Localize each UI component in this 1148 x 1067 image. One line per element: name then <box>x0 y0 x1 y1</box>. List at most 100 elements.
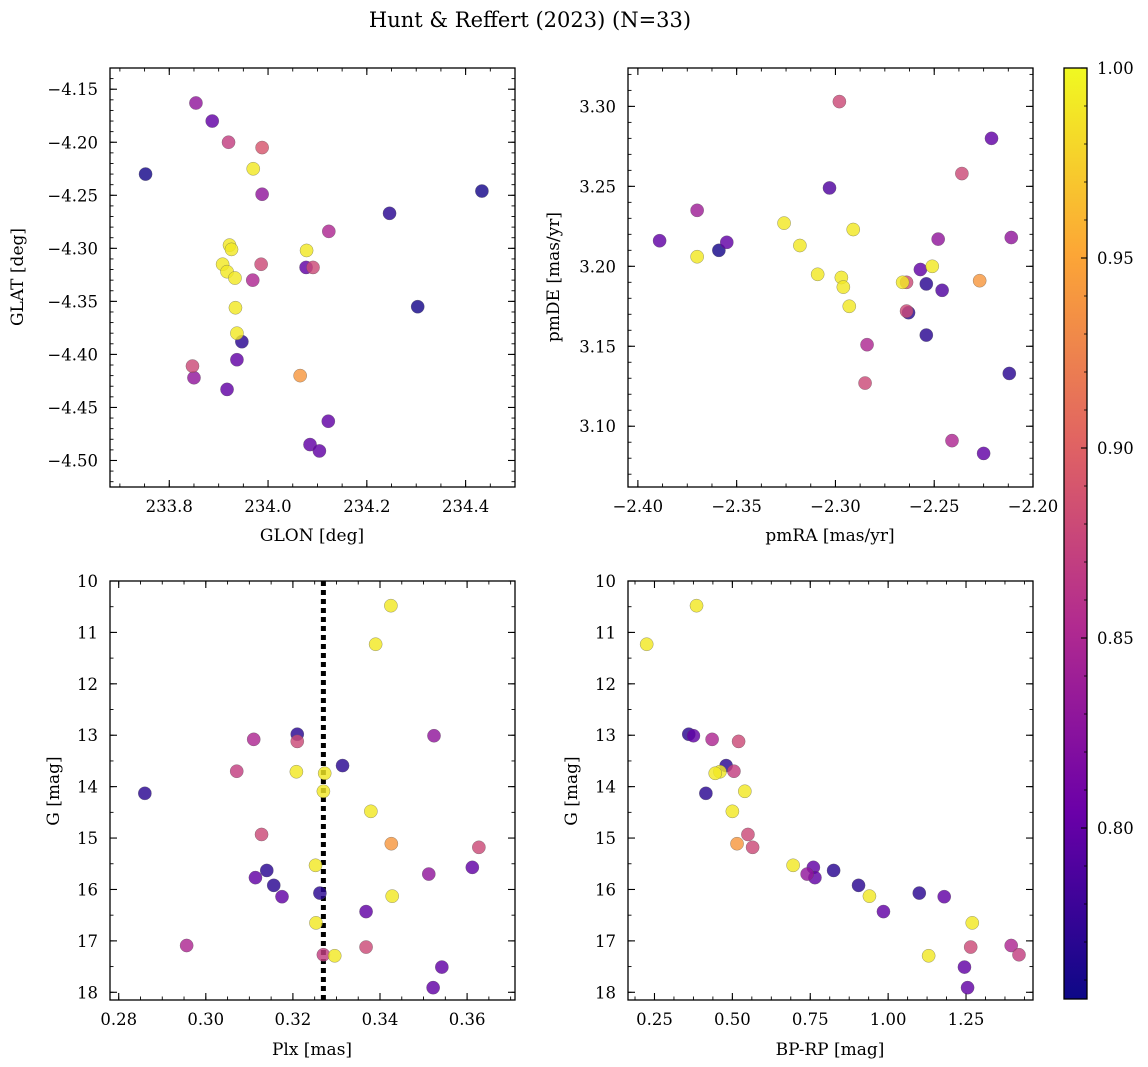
point-plx <box>385 889 400 903</box>
ticks-pm: −2.40 −2.35 −2.30 −2.25 −2.20 3.10 3.15 3.20 3.2… <box>579 68 1058 516</box>
ytick-label-plx: 15 <box>77 829 98 848</box>
point-cmd <box>686 728 701 743</box>
colorbar-gradient <box>1064 68 1087 999</box>
ytick-label-cmd: 15 <box>595 829 616 848</box>
point-plx <box>384 836 399 851</box>
point-cmd <box>862 889 877 903</box>
point-pm <box>945 433 959 448</box>
point-pm <box>895 275 910 290</box>
ticks-plx: 0.28 0.30 0.32 0.34 0.36 10 11 12 13 14 15 16 17 18 <box>77 572 515 1029</box>
ytick-label-sky: −4.25 <box>47 186 98 205</box>
xtick-label-cmd: 0.75 <box>792 1010 829 1029</box>
ytick-label-plx: 18 <box>77 983 98 1002</box>
point-plx <box>368 637 383 652</box>
point-plx <box>246 732 261 747</box>
point-plx <box>421 867 436 881</box>
point-cmd <box>826 863 841 878</box>
xtick-label-pm: −2.35 <box>711 497 762 516</box>
point-plx <box>290 734 305 749</box>
point-sky <box>306 260 320 275</box>
point-plx <box>289 764 304 779</box>
ytick-label-plx: 14 <box>77 778 98 797</box>
point-sky <box>205 114 220 128</box>
ylabel-sky: GLAT [deg] <box>8 228 28 326</box>
point-pm <box>810 267 825 282</box>
panel-plx: 0.28 0.30 0.32 0.34 0.36 10 11 12 13 14 15 16 17 18 P… <box>44 572 516 1060</box>
point-pm <box>931 232 946 246</box>
point-plx <box>317 766 332 781</box>
points-cmd <box>639 598 1026 995</box>
point-cmd <box>800 867 814 881</box>
ylabel-plx: G [mag] <box>44 756 64 825</box>
ytick-label-pm: 3.20 <box>579 257 616 276</box>
ytick-label-sky: −4.30 <box>47 239 98 258</box>
colorbar-tick-label: 0.85 <box>1097 629 1134 648</box>
ytick-label-pm: 3.30 <box>579 97 616 116</box>
point-pm <box>842 299 857 314</box>
xtick-label-plx: 0.34 <box>362 1010 399 1029</box>
xtick-label-plx: 0.28 <box>100 1010 137 1029</box>
panel-pm: −2.40 −2.35 −2.30 −2.25 −2.20 3.10 3.15 3.20 3.2… <box>544 67 1058 546</box>
xlabel-sky: GLON [deg] <box>260 526 364 546</box>
point-pm <box>652 233 667 248</box>
ytick-label-cmd: 13 <box>595 726 616 745</box>
ytick-label-cmd: 16 <box>595 880 616 899</box>
colorbar-tick-label: 0.95 <box>1097 249 1134 268</box>
point-cmd <box>786 858 800 873</box>
point-cmd <box>912 886 927 900</box>
xlabel-cmd: BP-RP [mag] <box>776 1040 885 1060</box>
point-pm <box>860 337 874 352</box>
ytick-label-pm: 3.25 <box>579 177 616 196</box>
point-cmd <box>960 980 975 995</box>
xtick-label-pm: −2.30 <box>810 497 861 516</box>
point-cmd <box>689 598 704 613</box>
point-cmd <box>725 804 740 819</box>
point-cmd <box>741 827 755 842</box>
ytick-label-cmd: 11 <box>595 623 616 642</box>
ticks-sky: 233.8 234.0 234.2 234.4 −4.15 −4.20 −4.25 −4.30… <box>47 67 515 516</box>
xtick-label-cmd: 1.00 <box>870 1010 907 1029</box>
ytick-label-plx: 11 <box>77 623 98 642</box>
point-pm <box>899 304 914 318</box>
ytick-label-sky: −4.20 <box>47 133 98 152</box>
ytick-label-sky: −4.50 <box>47 451 98 470</box>
point-plx <box>335 758 350 773</box>
point-sky <box>221 135 236 150</box>
point-sky <box>220 382 234 397</box>
ytick-label-sky: −4.40 <box>47 345 98 364</box>
colorbar-tick-label: 0.80 <box>1097 819 1134 838</box>
axes-frame-cmd <box>627 580 1034 1001</box>
point-cmd <box>639 637 654 652</box>
xtick-label-cmd: 0.50 <box>714 1010 751 1029</box>
point-pm <box>935 283 949 298</box>
point-plx <box>359 904 373 919</box>
point-plx <box>426 980 440 995</box>
point-sky <box>230 326 244 341</box>
point-cmd <box>699 786 713 801</box>
point-pm <box>972 273 987 288</box>
point-pm <box>984 131 999 146</box>
point-plx <box>316 784 331 799</box>
point-pm <box>858 376 872 390</box>
ytick-label-cmd: 10 <box>595 572 616 591</box>
point-sky <box>224 242 239 257</box>
point-sky <box>255 187 269 202</box>
point-sky <box>321 414 336 429</box>
xtick-label-sky: 234.4 <box>442 497 489 516</box>
ytick-label-cmd: 12 <box>595 675 616 694</box>
ytick-label-plx: 12 <box>77 675 98 694</box>
xtick-label-sky: 234.2 <box>343 497 390 516</box>
point-sky <box>246 161 261 176</box>
point-pm <box>1002 366 1017 381</box>
point-cmd <box>731 734 746 749</box>
point-plx <box>465 860 480 875</box>
points-sky <box>138 96 489 458</box>
point-cmd <box>705 732 719 747</box>
colorbar-tick-label: 0.90 <box>1097 439 1134 458</box>
xlabel-plx: Plx [mas] <box>272 1040 352 1060</box>
point-cmd <box>745 840 760 855</box>
ylabel-pm: pmDE [mas/yr] <box>544 212 564 342</box>
axes-frame-pm <box>627 67 1034 488</box>
point-sky <box>245 273 260 288</box>
point-pm <box>955 166 969 181</box>
